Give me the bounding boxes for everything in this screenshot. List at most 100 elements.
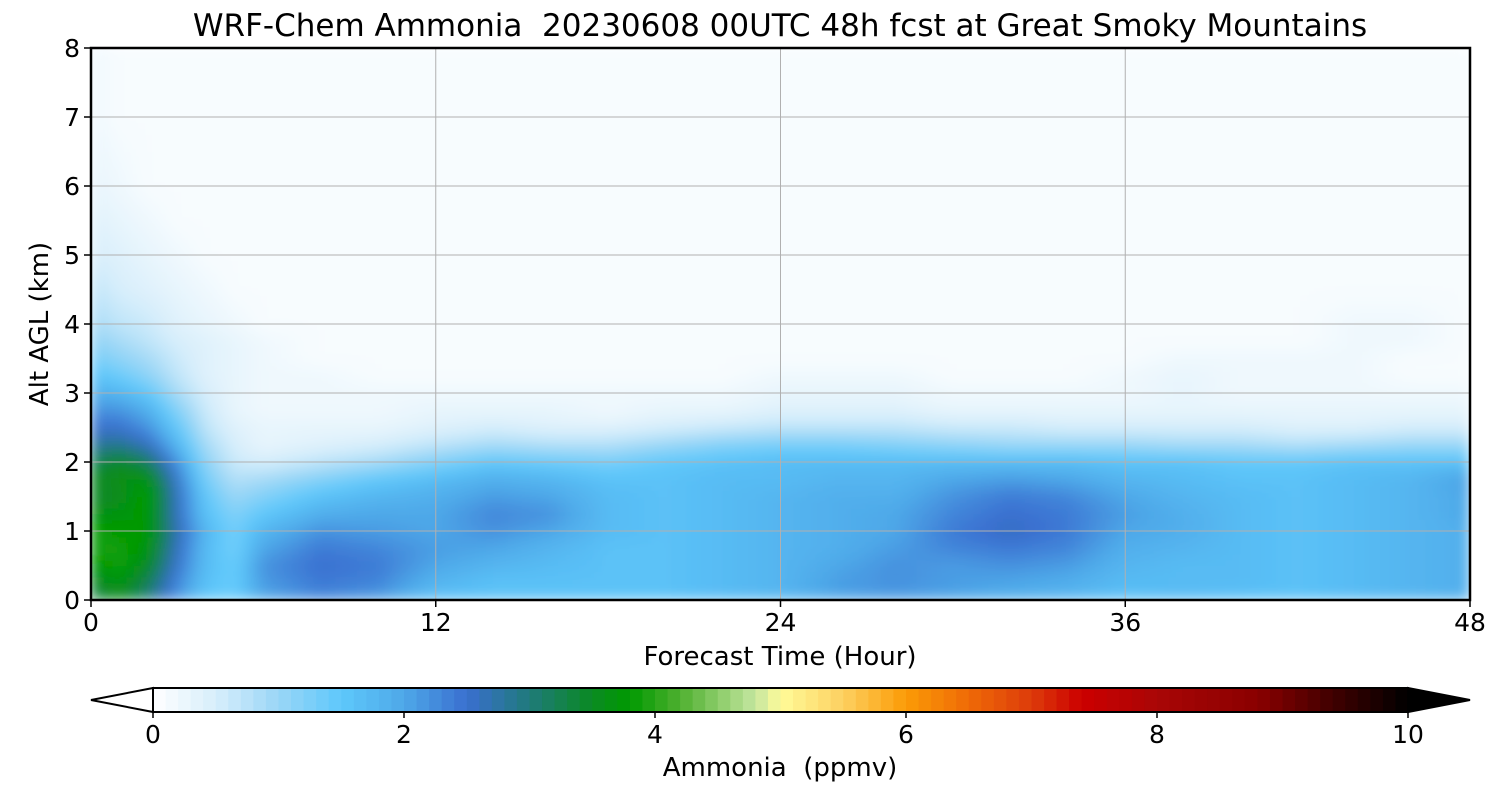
heatmap-cell [126, 507, 135, 515]
heatmap-cell [399, 570, 408, 578]
heatmap-cell [507, 553, 516, 561]
heatmap-cell [593, 450, 602, 457]
heatmap-cell [808, 478, 817, 486]
heatmap-cell [384, 496, 394, 503]
heatmap-cell [112, 496, 121, 503]
heatmap-cell [557, 461, 566, 469]
heatmap-cell [1167, 553, 1177, 561]
heatmap-cell [981, 582, 990, 589]
heatmap-cell [995, 559, 1004, 566]
heatmap-cell [593, 461, 602, 469]
heatmap-cell [1325, 478, 1335, 486]
heatmap-cell [1340, 484, 1349, 492]
heatmap-cell [155, 582, 164, 589]
heatmap-cell [1261, 461, 1270, 469]
heatmap-cell [1117, 559, 1126, 566]
heatmap-cell [1117, 582, 1126, 589]
heatmap-cell [1175, 582, 1184, 589]
heatmap-cell [715, 565, 724, 572]
heatmap-cell [1304, 501, 1313, 509]
heatmap-cell [808, 536, 817, 543]
heatmap-cell [1160, 455, 1169, 463]
heatmap-cell [578, 593, 588, 600]
heatmap-cell [133, 565, 142, 572]
heatmap-cell [657, 501, 667, 509]
heatmap-cell [650, 593, 659, 600]
heatmap-cell [1368, 484, 1378, 492]
heatmap-cell [248, 588, 257, 595]
heatmap-cell [988, 530, 997, 538]
heatmap-cell [147, 542, 157, 549]
heatmap-cell [270, 524, 279, 532]
heatmap-cell [478, 467, 487, 474]
heatmap-cell [973, 490, 983, 497]
heatmap-cell [298, 507, 307, 515]
heatmap-cell [621, 536, 631, 543]
heatmap-cell [119, 507, 128, 515]
heatmap-cell [715, 559, 724, 566]
heatmap-cell [1404, 524, 1414, 532]
heatmap-cell [966, 524, 975, 532]
heatmap-cell [528, 461, 537, 469]
heatmap-cell [521, 570, 530, 578]
heatmap-cell [248, 570, 257, 578]
heatmap-cell [930, 484, 940, 492]
heatmap-cell [902, 565, 911, 572]
heatmap-cell [349, 507, 358, 515]
heatmap-cell [657, 473, 667, 480]
heatmap-cell [686, 565, 695, 572]
heatmap-cell [1225, 565, 1234, 572]
heatmap-cell [729, 576, 738, 584]
heatmap-cell [959, 501, 968, 509]
heatmap-cell [370, 455, 379, 463]
heatmap-cell [1282, 484, 1291, 492]
heatmap-cell [744, 576, 753, 584]
heatmap-cell [284, 530, 293, 538]
heatmap-cell [277, 490, 286, 497]
heatmap-cell [693, 450, 702, 457]
heatmap-cell [198, 547, 207, 555]
heatmap-cell [1397, 519, 1406, 526]
heatmap-cell [859, 559, 868, 566]
heatmap-cell [1412, 570, 1421, 578]
heatmap-cell [298, 559, 307, 566]
heatmap-cell [449, 559, 458, 566]
heatmap-cell [1239, 582, 1248, 589]
heatmap-cell [837, 576, 846, 584]
heatmap-cell [478, 559, 487, 566]
heatmap-cell [1088, 570, 1098, 578]
heatmap-cell [722, 467, 731, 474]
heatmap-cell [930, 467, 940, 474]
heatmap-cell [284, 507, 293, 515]
heatmap-cell [1124, 501, 1133, 509]
heatmap-cell [262, 501, 272, 509]
heatmap-cell [262, 553, 272, 561]
heatmap-cell [1189, 542, 1198, 549]
heatmap-cell [1096, 507, 1105, 515]
heatmap-cell [234, 576, 243, 584]
heatmap-cell [1045, 507, 1054, 515]
heatmap-cell [428, 461, 437, 469]
heatmap-cell [1196, 467, 1205, 474]
heatmap-cell [1232, 524, 1241, 532]
heatmap-cell [787, 593, 796, 600]
heatmap-cell [564, 542, 573, 549]
heatmap-cell [1462, 507, 1470, 515]
heatmap-cell [1325, 501, 1335, 509]
heatmap-cell [428, 501, 437, 509]
heatmap-cell [1031, 501, 1040, 509]
heatmap-cell [176, 455, 185, 463]
heatmap-cell [1383, 542, 1392, 549]
heatmap-cell [305, 490, 315, 497]
heatmap-cell [1246, 473, 1256, 480]
heatmap-cell [1254, 513, 1263, 520]
heatmap-cell [363, 576, 372, 584]
heatmap-cell [514, 547, 523, 555]
heatmap-cell [406, 513, 415, 520]
heatmap-cell [1340, 542, 1349, 549]
heatmap-cell [859, 553, 868, 561]
heatmap-cell [665, 496, 674, 503]
heatmap-cell [1239, 473, 1248, 480]
heatmap-cell [722, 530, 731, 538]
heatmap-cell [528, 593, 537, 600]
